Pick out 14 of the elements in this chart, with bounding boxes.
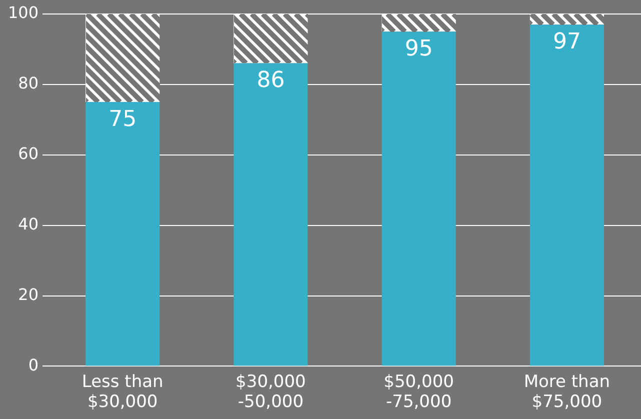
data-label: 86 [256, 68, 285, 94]
x-tick-label: $50,000 -75,000 [384, 372, 454, 412]
y-tick-label: 40 [18, 214, 39, 234]
data-label: 97 [552, 29, 581, 54]
data-label: 95 [404, 36, 433, 62]
y-tick-label: 20 [18, 284, 39, 304]
y-tick-label: 100 [8, 3, 39, 22]
x-tick-label: More than $75,000 [524, 372, 610, 412]
y-tick-label: 60 [18, 144, 39, 164]
x-tick-label: Less than $30,000 [82, 372, 164, 412]
data-label: 75 [108, 106, 137, 132]
y-tick-label: 0 [28, 355, 39, 374]
y-tick-label: 80 [18, 74, 39, 93]
x-tick-label: $30,000 -50,000 [236, 372, 306, 412]
